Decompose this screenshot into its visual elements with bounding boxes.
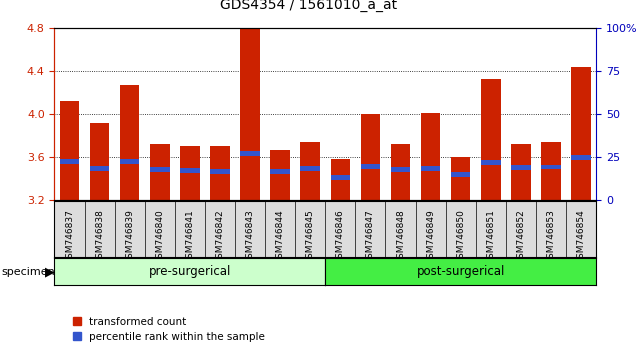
Text: post-surgerical: post-surgerical	[417, 265, 505, 278]
Bar	[60, 159, 79, 164]
Text: GSM746846: GSM746846	[336, 209, 345, 264]
Bar	[361, 114, 380, 200]
Bar	[571, 155, 591, 160]
Text: GSM746838: GSM746838	[95, 209, 104, 264]
Bar	[541, 142, 561, 200]
Text: GSM746843: GSM746843	[246, 209, 254, 264]
Text: pre-surgerical: pre-surgerical	[149, 265, 231, 278]
Bar	[120, 85, 140, 200]
Bar	[60, 101, 79, 200]
Bar	[421, 166, 440, 171]
Bar	[481, 160, 501, 165]
Bar	[481, 79, 501, 200]
Bar	[90, 166, 110, 171]
Bar	[90, 123, 110, 200]
Text: GSM746853: GSM746853	[547, 209, 556, 264]
Text: GSM746848: GSM746848	[396, 209, 405, 264]
Bar	[391, 167, 410, 172]
Bar	[120, 159, 140, 164]
Bar	[180, 168, 200, 173]
Bar	[361, 164, 380, 169]
Bar	[511, 165, 531, 170]
Text: GDS4354 / 1561010_a_at: GDS4354 / 1561010_a_at	[221, 0, 397, 12]
Bar	[240, 29, 260, 200]
Text: GSM746847: GSM746847	[366, 209, 375, 264]
Bar	[271, 170, 290, 174]
Bar	[511, 144, 531, 200]
Bar	[541, 165, 561, 170]
Text: GSM746840: GSM746840	[155, 209, 164, 264]
Legend: transformed count, percentile rank within the sample: transformed count, percentile rank withi…	[72, 316, 265, 342]
Text: GSM746839: GSM746839	[125, 209, 134, 264]
Text: GSM746842: GSM746842	[215, 209, 224, 264]
Bar	[150, 167, 170, 172]
Bar	[210, 169, 229, 174]
Bar	[240, 151, 260, 156]
Text: GSM746851: GSM746851	[487, 209, 495, 264]
Text: ▶: ▶	[44, 265, 54, 278]
Text: specimen: specimen	[1, 267, 55, 277]
Bar	[271, 150, 290, 200]
Bar	[571, 67, 591, 200]
Bar	[331, 159, 350, 200]
Bar	[391, 144, 410, 200]
Text: GSM746845: GSM746845	[306, 209, 315, 264]
Text: GSM746844: GSM746844	[276, 209, 285, 264]
Bar	[301, 166, 320, 171]
Text: GSM746852: GSM746852	[517, 209, 526, 264]
Bar	[180, 146, 200, 200]
Text: GSM746849: GSM746849	[426, 209, 435, 264]
Text: GSM746850: GSM746850	[456, 209, 465, 264]
Bar	[451, 172, 470, 177]
Bar	[451, 157, 470, 200]
Text: GSM746837: GSM746837	[65, 209, 74, 264]
Bar	[301, 142, 320, 200]
Bar	[150, 144, 170, 200]
Text: GSM746841: GSM746841	[185, 209, 194, 264]
Bar	[210, 146, 229, 200]
Text: GSM746854: GSM746854	[577, 209, 586, 264]
Bar	[331, 175, 350, 179]
Bar	[421, 113, 440, 200]
